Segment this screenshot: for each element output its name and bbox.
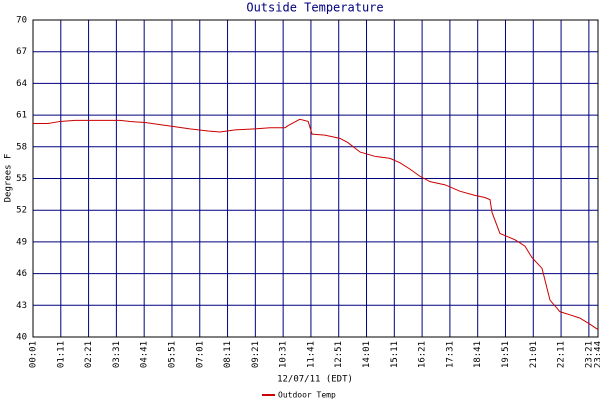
y-tick-label: 46: [16, 269, 27, 279]
x-tick-label: 11:41: [306, 341, 316, 368]
y-tick-label: 61: [16, 111, 27, 121]
legend-label: Outdoor Temp: [278, 391, 336, 400]
x-tick-label: 04:41: [140, 341, 150, 368]
y-tick-label: 52: [16, 206, 27, 216]
x-tick-label: 07:01: [195, 341, 205, 368]
y-tick-label: 40: [16, 333, 27, 343]
x-tick-label: 08:11: [223, 341, 233, 368]
x-tick-label: 01:11: [56, 341, 66, 368]
x-tick-label: 21:01: [529, 341, 539, 368]
plot-frame: [32, 19, 599, 338]
y-tick-label: 49: [16, 237, 27, 247]
y-axis-label: Degrees F: [4, 154, 14, 203]
x-tick-label: 23:21: [584, 341, 594, 368]
y-tick-label: 43: [16, 301, 27, 311]
x-tick-label: 17:31: [445, 341, 455, 368]
x-tick-label: 19:51: [501, 341, 511, 368]
x-tick-label: 05:51: [167, 341, 177, 368]
y-tick-label: 67: [16, 47, 27, 57]
x-tick-label: 18:41: [473, 341, 483, 368]
y-tick-label: 55: [16, 174, 27, 184]
x-tick-label: 14:01: [362, 341, 372, 368]
x-tick-label: 23:44: [594, 341, 600, 368]
y-tick-label: 64: [16, 79, 27, 89]
x-tick-label: 00:01: [29, 341, 39, 368]
line: [33, 118, 599, 331]
chart-title: Outside Temperature: [246, 1, 383, 15]
x-tick-label: 03:31: [112, 341, 122, 368]
y-tick-label: 58: [16, 142, 27, 152]
x-tick-label: 02:21: [84, 341, 94, 368]
x-tick-label: 15:11: [390, 341, 400, 368]
y-tick-label: 70: [16, 16, 27, 26]
x-tick-label: 10:31: [279, 341, 289, 368]
x-axis-label: 12/07/11 (EDT): [277, 375, 353, 385]
x-tick-label: 22:11: [557, 341, 567, 368]
x-tick-label: 16:21: [418, 341, 428, 368]
x-tick-label: 12:51: [334, 341, 344, 368]
x-tick-label: 09:21: [251, 341, 261, 368]
